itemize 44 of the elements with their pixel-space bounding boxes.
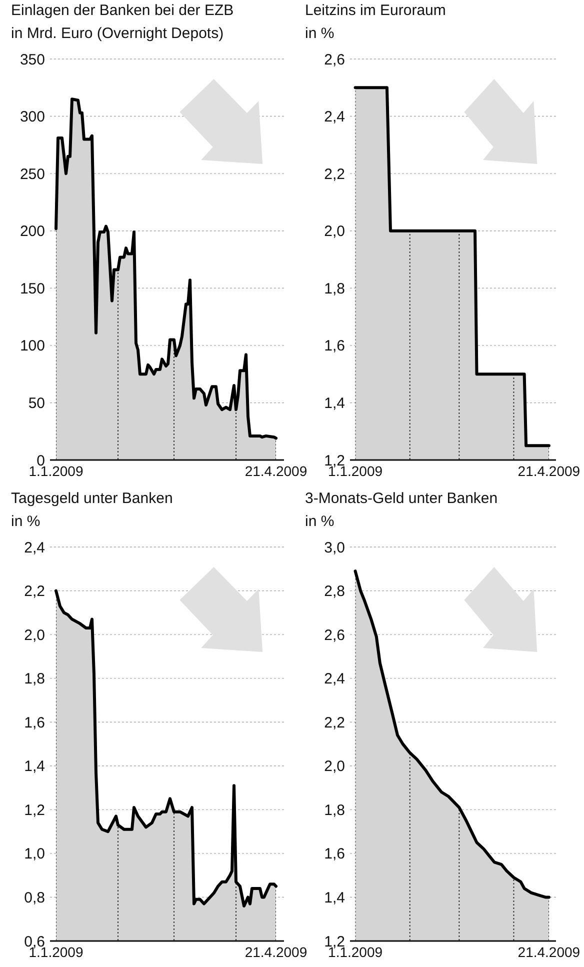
y-tick-label: 2,2 bbox=[24, 583, 45, 600]
y-tick-label: 100 bbox=[20, 338, 45, 355]
y-tick-label: 2,0 bbox=[324, 758, 345, 776]
y-tick-label: 1,8 bbox=[24, 670, 45, 688]
y-axis-title: in % bbox=[11, 513, 40, 530]
y-tick-label: 1,0 bbox=[24, 846, 45, 863]
x-tick-label: 21.4.2009 bbox=[244, 463, 308, 479]
y-tick-label: 150 bbox=[20, 280, 45, 298]
y-tick-label: 1,8 bbox=[324, 802, 345, 819]
y-tick-label: 2,2 bbox=[324, 166, 345, 183]
y-tick-label: 1,4 bbox=[324, 394, 345, 412]
y-tick-label: 350 bbox=[20, 51, 45, 68]
x-tick-label: 21.4.2009 bbox=[518, 463, 580, 479]
y-tick-label: 250 bbox=[20, 166, 45, 183]
y-tick-label: 1,2 bbox=[24, 802, 45, 819]
y-tick-label: 2,0 bbox=[24, 626, 45, 644]
y-tick-label: 1,6 bbox=[24, 714, 45, 732]
y-tick-label: 1,8 bbox=[324, 280, 345, 298]
chart-title: 3-Monats-Geld unter Banken bbox=[305, 490, 498, 507]
y-tick-label: 1,6 bbox=[324, 338, 345, 355]
y-tick-label: 2,8 bbox=[324, 583, 345, 600]
y-tick-label: 2,4 bbox=[24, 539, 45, 556]
chart-title: Tagesgeld unter Banken bbox=[11, 490, 173, 507]
y-tick-label: 300 bbox=[20, 108, 45, 126]
y-tick-label: 1,4 bbox=[24, 758, 45, 776]
y-axis-title: in % bbox=[305, 513, 334, 530]
y-axis-title: in % bbox=[305, 25, 334, 42]
y-tick-label: 0,8 bbox=[24, 889, 45, 906]
y-tick-label: 2,2 bbox=[324, 714, 345, 732]
y-tick-label: 3,0 bbox=[324, 539, 345, 556]
y-tick-label: 200 bbox=[20, 223, 45, 240]
y-tick-label: 2,6 bbox=[324, 51, 345, 68]
y-tick-label: 2,4 bbox=[324, 108, 345, 126]
y-tick-label: 50 bbox=[28, 394, 45, 412]
x-tick-label: 21.4.2009 bbox=[244, 944, 308, 960]
y-axis-title: in Mrd. Euro (Overnight Depots) bbox=[11, 25, 224, 42]
x-tick-label: 21.4.2009 bbox=[518, 944, 580, 960]
y-tick-label: 2,4 bbox=[324, 670, 345, 688]
y-tick-label: 2,6 bbox=[324, 626, 345, 644]
y-tick-label: 1,6 bbox=[324, 846, 345, 863]
chart-title: Leitzins im Euroraum bbox=[305, 2, 446, 19]
y-tick-label: 1,4 bbox=[324, 889, 345, 906]
chart-title: Einlagen der Banken bei der EZB bbox=[11, 2, 234, 19]
y-tick-label: 2,0 bbox=[324, 223, 345, 240]
